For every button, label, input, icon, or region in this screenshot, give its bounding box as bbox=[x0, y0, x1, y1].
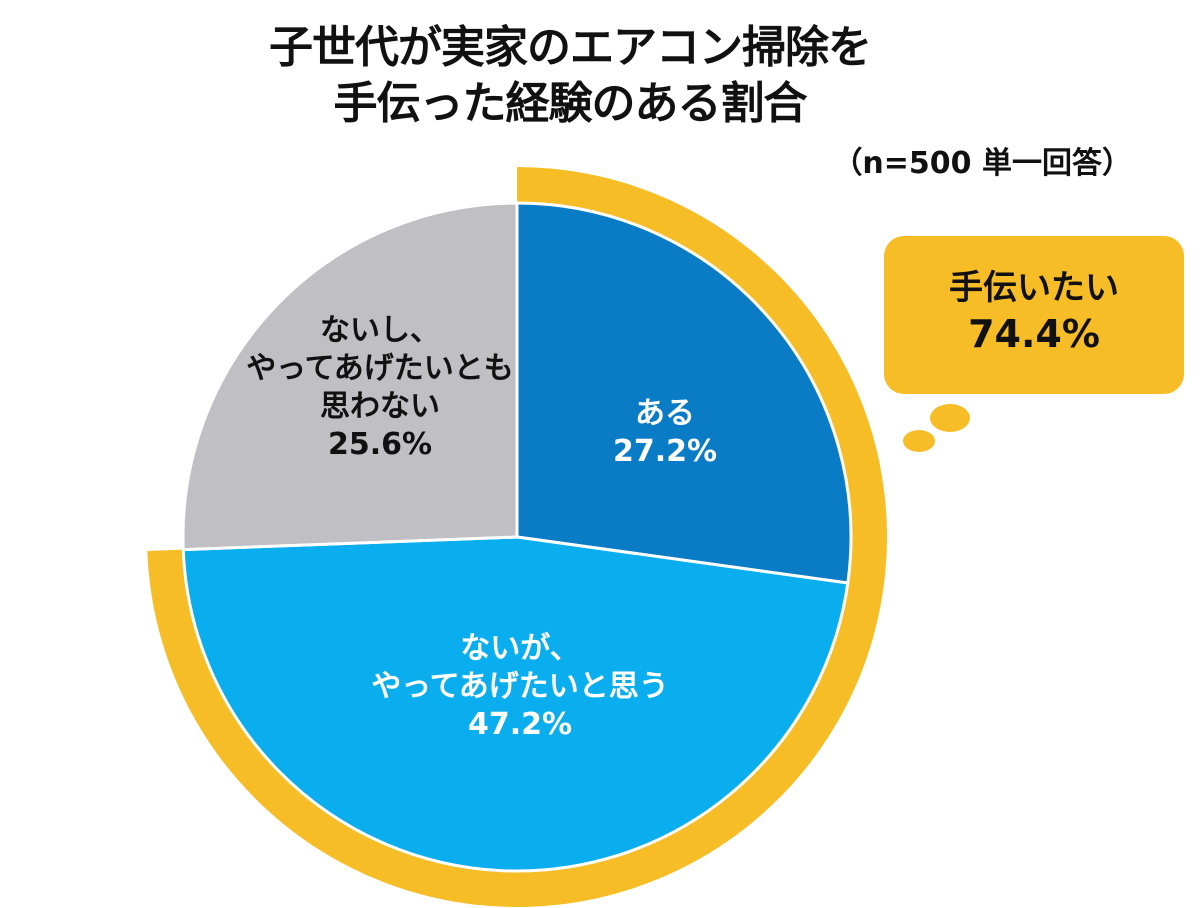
callout-bubble: 手伝いたい 74.4% bbox=[884, 236, 1184, 394]
callout-value: 74.4% bbox=[968, 312, 1100, 356]
thought-dot-small bbox=[903, 430, 935, 452]
slice-label-no: ないし、 やってあげたいとも 思わない 25.6% bbox=[246, 313, 514, 462]
slice-aru bbox=[515, 201, 853, 585]
callout-label: 手伝いたい bbox=[949, 268, 1119, 308]
sample-note: （n=500 単一回答） bbox=[832, 146, 1132, 181]
slice-label-want: ないが、 やってあげたいと思う 47.2% bbox=[371, 631, 669, 742]
chart-title-line2: 手伝った経験のある割合 bbox=[333, 78, 808, 129]
slice-no bbox=[181, 201, 519, 552]
slice-want-to bbox=[181, 535, 850, 873]
chart-title-line1: 子世代が実家のエアコン掃除を bbox=[269, 22, 872, 73]
slice-label-aru: ある 27.2% bbox=[612, 396, 718, 469]
thought-dot-large bbox=[930, 404, 970, 432]
